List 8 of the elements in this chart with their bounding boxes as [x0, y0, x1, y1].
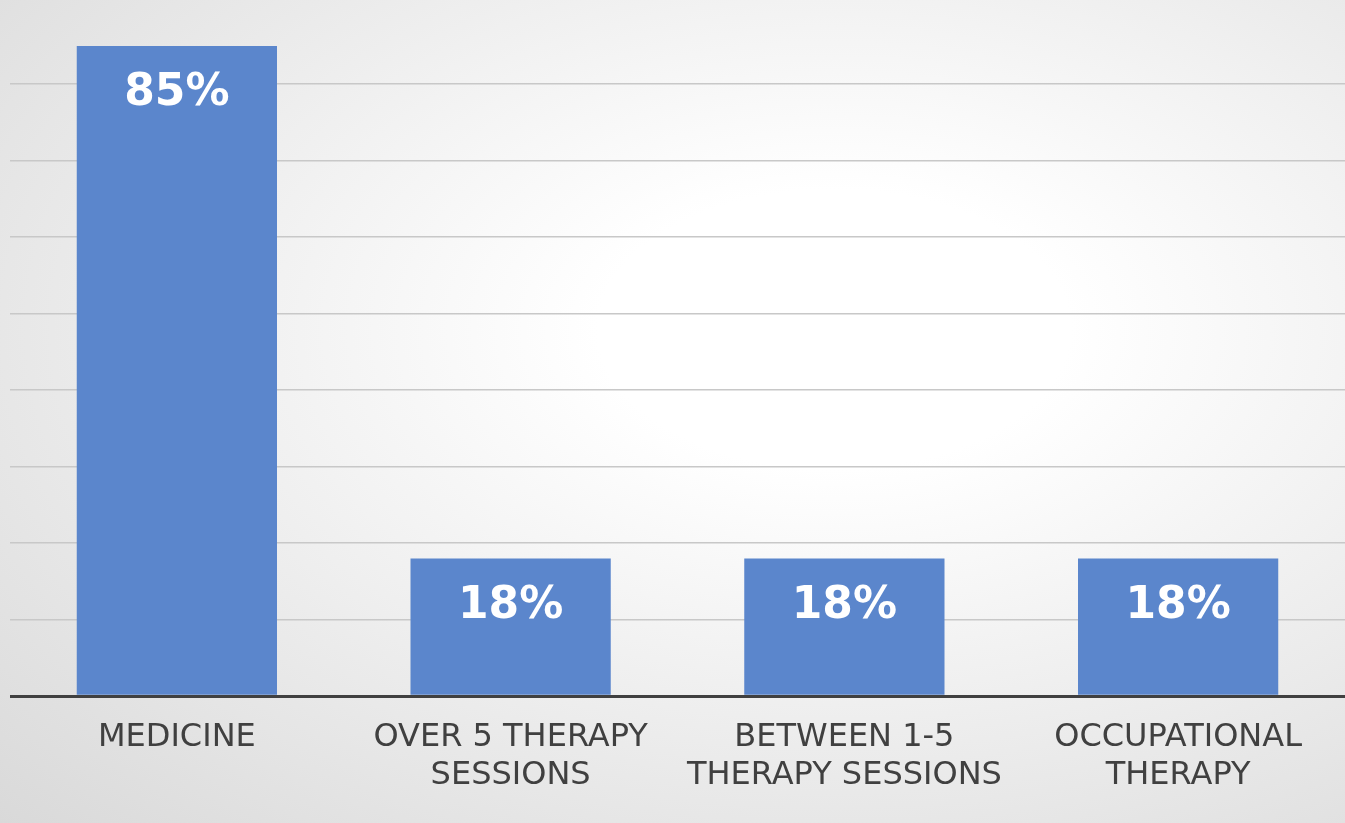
data-label: 18% — [457, 576, 564, 628]
x-tick-label: MEDICINE — [97, 715, 256, 754]
data-label: 85% — [124, 64, 230, 116]
x-tick-label: OCCUPATIONAL THERAPY — [1054, 715, 1303, 793]
data-label: 18% — [791, 576, 898, 628]
x-tick-label: BETWEEN 1-5 THERAPY SESSIONS — [685, 715, 1002, 793]
x-tick-label: OVER 5 THERAPY SESSIONS — [373, 715, 649, 793]
data-label: 18% — [1125, 576, 1231, 628]
